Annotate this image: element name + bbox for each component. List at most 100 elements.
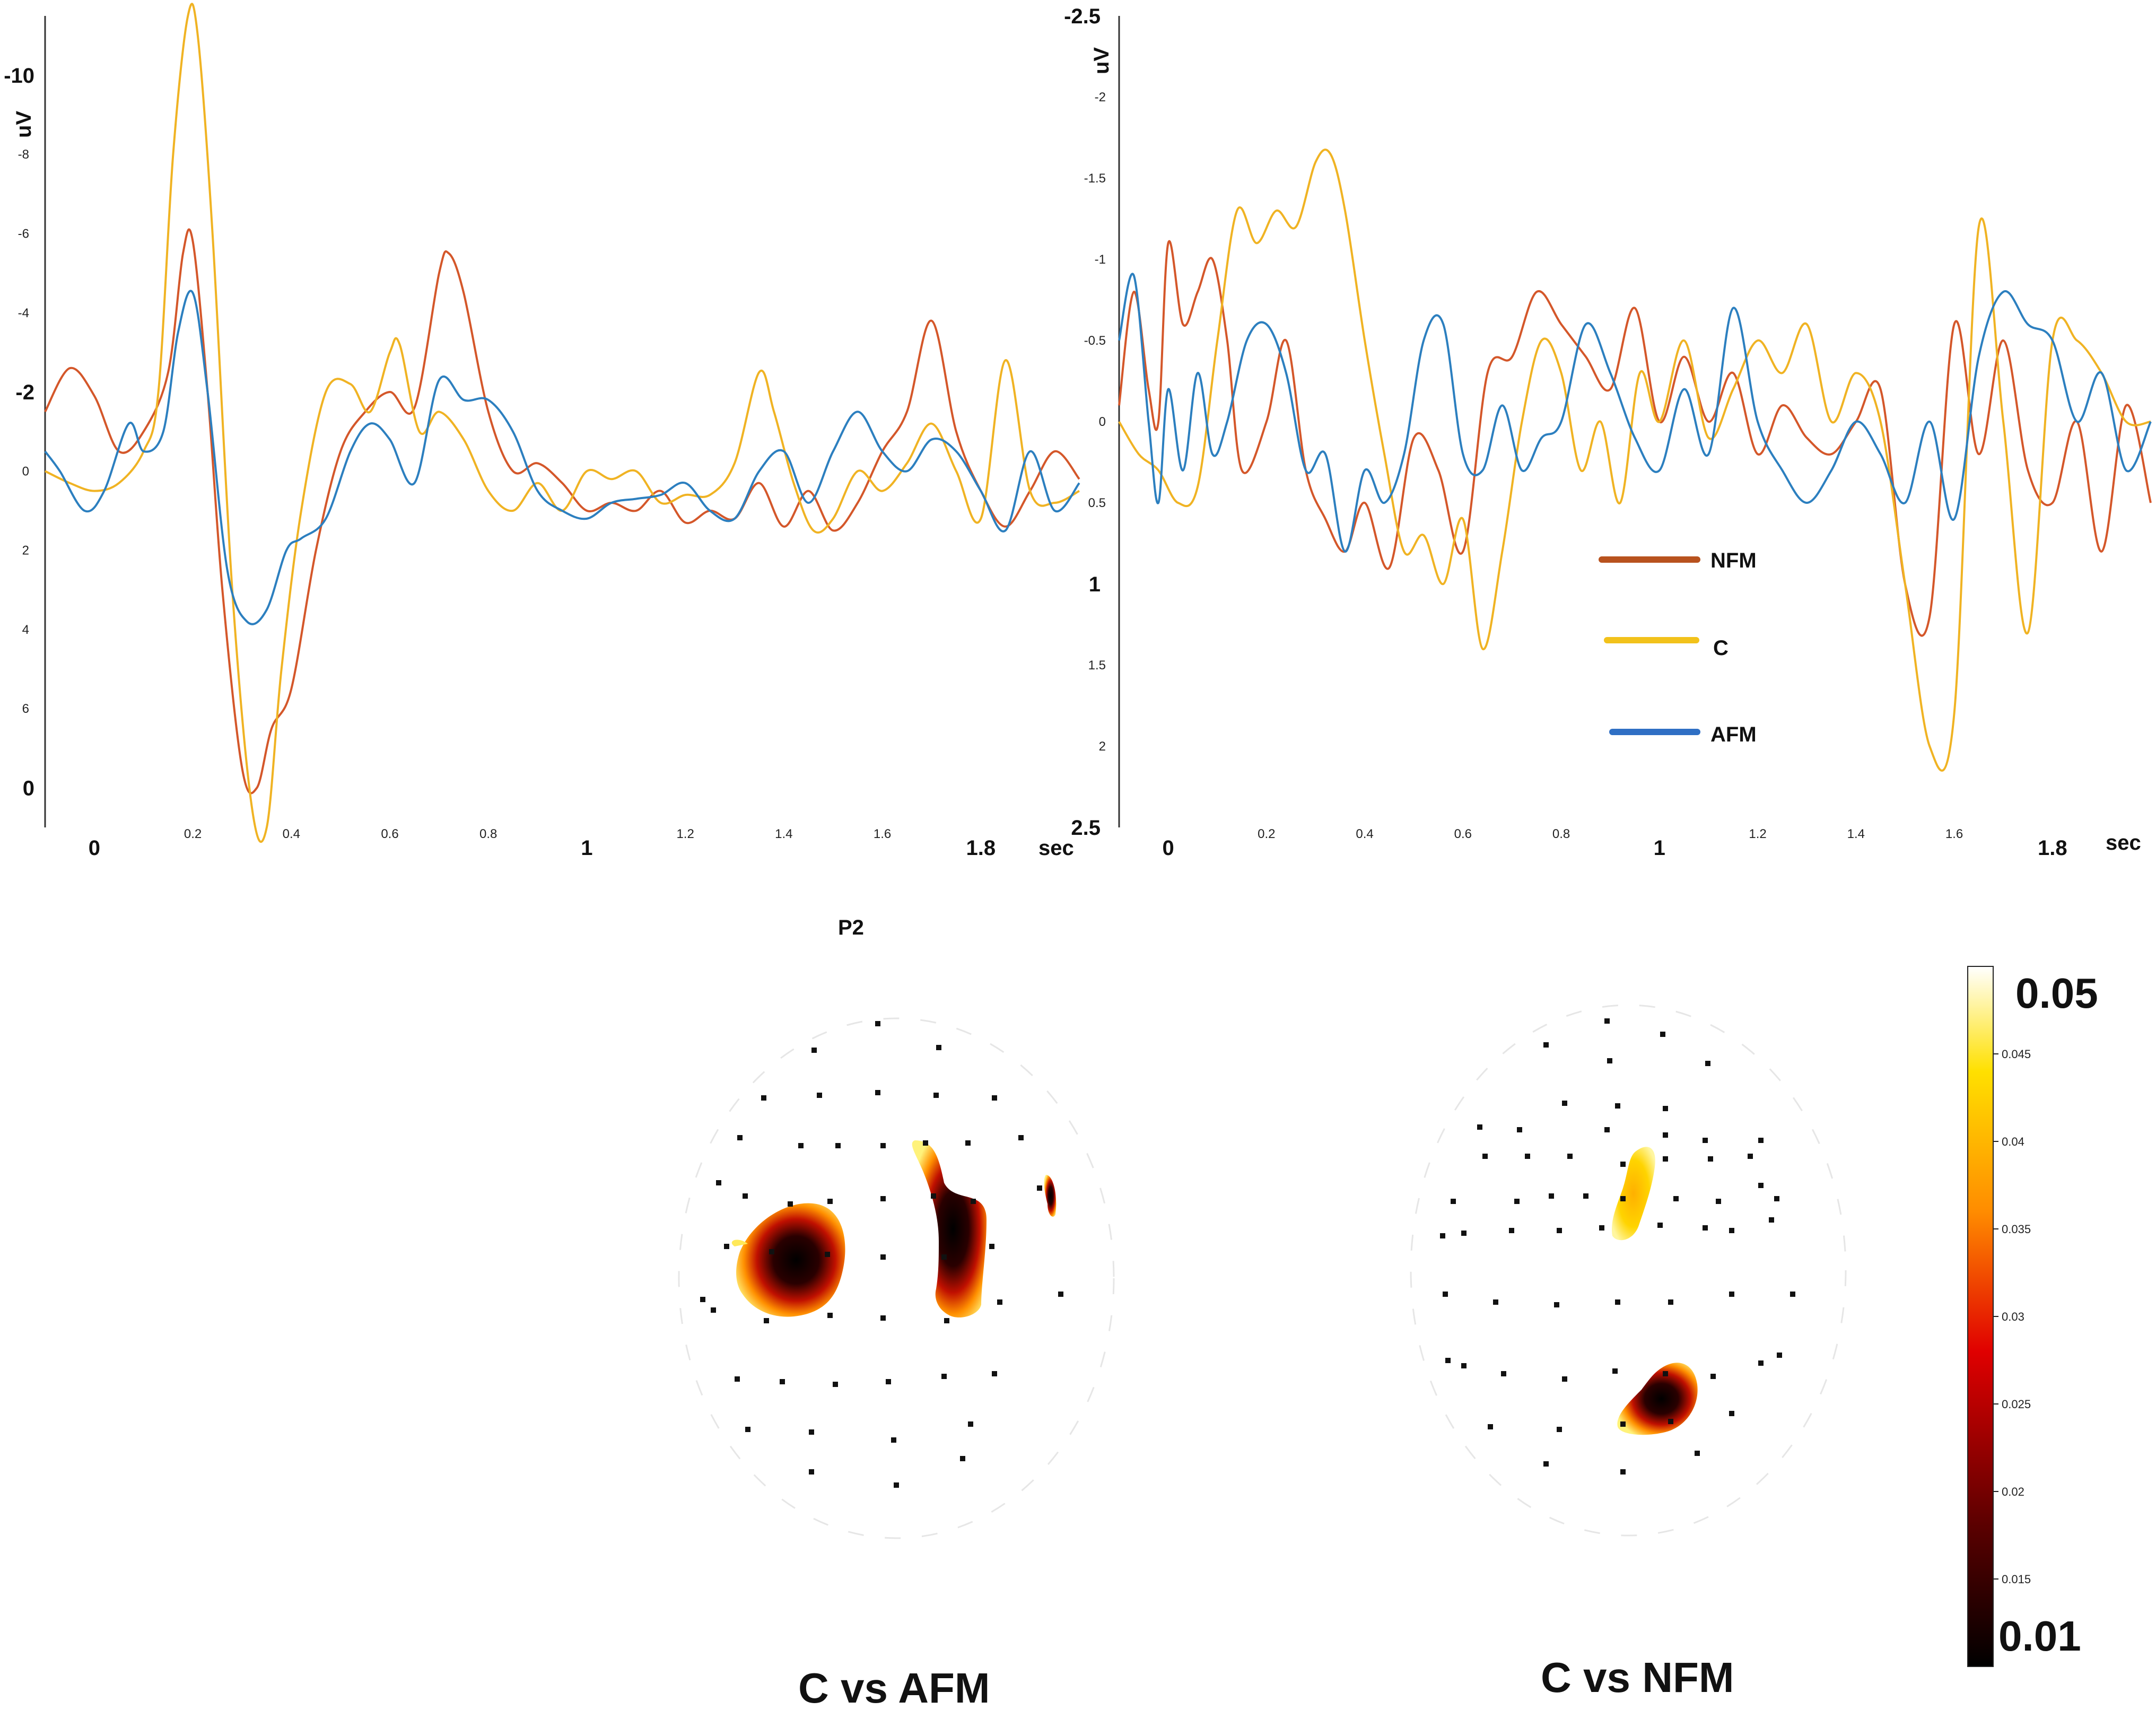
right-x-tick-label: 1.6	[1945, 827, 1963, 841]
right-y-ticks: -2 -1.5 -1 -0.5 0 0.5 1.5 2 -2.5 1 2.5	[1064, 5, 1106, 840]
electrode-dot	[1037, 1185, 1042, 1191]
significance-blob-central	[912, 1140, 987, 1318]
electrode-dot	[1703, 1138, 1708, 1143]
right-x-tick-label: 0.6	[1454, 827, 1472, 841]
electrode-dot	[880, 1196, 886, 1201]
electrode-dot	[724, 1244, 729, 1249]
left-erp-plot: 0.2 0.4 0.6 0.8 1.2 1.4 1.6 0 1 1.8 -8 -6 -4 0 2 4 6 -10…	[4, 3, 1080, 860]
electrode-dot	[700, 1297, 705, 1302]
electrode-dot	[936, 1045, 941, 1050]
electrode-dot	[1660, 1032, 1665, 1037]
electrode-dot	[1703, 1225, 1708, 1231]
right-y-tick-label-major: -2.5	[1064, 5, 1101, 28]
electrode-dot	[1488, 1424, 1493, 1429]
electrode-dot	[1604, 1018, 1610, 1024]
left-y-tick-label: -8	[18, 147, 29, 162]
component-label: P2	[838, 916, 864, 939]
electrode-dot	[1710, 1374, 1716, 1379]
electrode-dot	[835, 1143, 841, 1148]
electrode-dot	[1477, 1124, 1482, 1130]
left-series-group	[44, 3, 1080, 843]
left-x-tick-label-major: 1.8	[966, 836, 996, 860]
electrode-dot	[968, 1421, 973, 1427]
left-x-tick-label: 0.2	[184, 827, 202, 841]
electrode-dot	[716, 1180, 721, 1185]
electrode-dot	[1461, 1363, 1467, 1368]
electrode-dot	[1774, 1196, 1779, 1201]
electrode-dot	[944, 1318, 949, 1323]
electrode-dot	[1018, 1135, 1024, 1140]
colorbar-tick-label: 0.015	[2002, 1573, 2031, 1586]
left-y-tick-label: -6	[18, 226, 29, 241]
electrode-dot	[1607, 1058, 1612, 1063]
left-x-tick-label: 0.6	[381, 827, 398, 841]
left-x-tick-label-major: 0	[89, 836, 100, 860]
electrode-dot	[1663, 1156, 1668, 1162]
electrode-dot	[1461, 1231, 1467, 1236]
electrode-dot	[1790, 1292, 1795, 1297]
electrode-dot	[960, 1456, 965, 1461]
colorbar-max-label: 0.05	[2015, 970, 2098, 1017]
electrode-dot	[809, 1429, 814, 1435]
electrode-dot	[711, 1307, 716, 1313]
electrodes-left	[700, 1021, 1063, 1488]
electrode-dot	[780, 1379, 785, 1384]
left-x-tick-label: 1.6	[874, 827, 891, 841]
colorbar-tick-label: 0.035	[2002, 1223, 2031, 1236]
left-x-ticks: 0.2 0.4 0.6 0.8 1.2 1.4 1.6 0 1 1.8	[89, 827, 996, 860]
legend-label-nfm: NFM	[1710, 549, 1757, 572]
significance-blob-parietal	[1617, 1363, 1698, 1435]
right-y-tick-label-major: 1	[1089, 573, 1101, 596]
electrode-dot	[1748, 1154, 1753, 1159]
right-xlabel: sec	[2106, 831, 2141, 854]
left-series-c-line	[45, 3, 1080, 843]
electrode-dot	[1501, 1371, 1506, 1376]
left-series-nfm-line	[44, 228, 1080, 795]
electrode-dot	[992, 1095, 997, 1101]
electrode-dot	[880, 1143, 886, 1148]
left-x-tick-label: 0.8	[479, 827, 497, 841]
left-y-tick-label: 2	[22, 544, 29, 558]
electrode-dot	[769, 1249, 774, 1254]
electrode-dot	[923, 1140, 928, 1146]
left-x-tick-label: 0.4	[283, 827, 300, 841]
electrode-dot	[1562, 1376, 1567, 1382]
topomap-title-right: C vs NFM	[1541, 1654, 1734, 1701]
electrode-dot	[1729, 1292, 1734, 1297]
electrode-dot	[1758, 1138, 1764, 1143]
right-x-ticks: 0.2 0.4 0.6 0.8 1.2 1.4 1.6 0 1 1.8	[1162, 827, 2067, 860]
right-series-nfm-line	[1118, 240, 2152, 637]
right-series-afm-line	[1118, 273, 2152, 553]
electrode-dot	[788, 1201, 793, 1207]
right-y-tick-label: -0.5	[1084, 334, 1106, 348]
electrode-dot	[989, 1244, 994, 1249]
right-y-tick-label: -1	[1095, 252, 1106, 267]
electrode-dot	[827, 1199, 833, 1204]
right-series-c-line	[1118, 149, 2151, 772]
electrode-dot	[1663, 1132, 1668, 1138]
right-erp-plot: 0.2 0.4 0.6 0.8 1.2 1.4 1.6 0 1 1.8 -2 -1.5 -1 -0.5 0…	[1064, 5, 2152, 860]
electrode-dot	[1615, 1103, 1620, 1109]
electrode-dot	[1673, 1196, 1679, 1201]
electrode-dot	[886, 1379, 891, 1384]
right-series-group	[1118, 149, 2152, 772]
electrode-dot	[1620, 1469, 1626, 1475]
scalp-outline-left	[678, 1017, 1115, 1539]
electrode-dot	[1668, 1299, 1673, 1305]
electrode-dot	[992, 1371, 997, 1376]
electrode-dot	[1708, 1156, 1713, 1162]
electrode-dot	[875, 1090, 880, 1095]
electrode-dot	[880, 1315, 886, 1321]
right-y-tick-label-major: 2.5	[1071, 816, 1101, 840]
electrode-dot	[1769, 1217, 1774, 1223]
left-y-tick-label: 4	[22, 623, 29, 637]
electrode-dot	[1509, 1228, 1514, 1233]
electrode-dot	[1668, 1419, 1673, 1424]
electrode-dot	[1445, 1358, 1451, 1363]
colorbar-min-label: 0.01	[1998, 1612, 2081, 1660]
electrode-dot	[1517, 1127, 1522, 1132]
right-x-tick-label-major: 1	[1654, 836, 1665, 860]
electrode-dot	[761, 1095, 766, 1101]
colorbar-tick-label: 0.045	[2002, 1048, 2031, 1061]
colorbar: 0.045 0.04 0.035 0.03 0.025 0.02 0.015 0.05 0.…	[1967, 966, 2098, 1667]
